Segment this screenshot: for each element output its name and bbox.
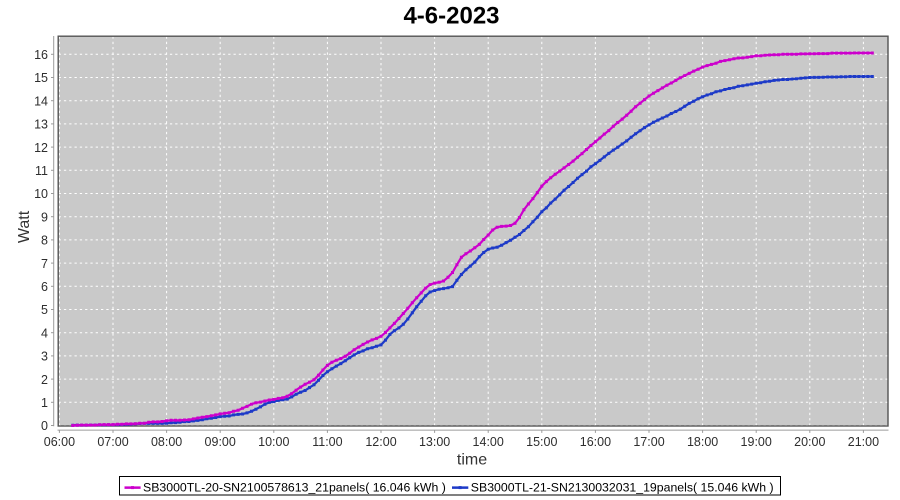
svg-text:13: 13 xyxy=(34,118,48,132)
svg-text:07:00: 07:00 xyxy=(97,435,128,449)
svg-text:5: 5 xyxy=(41,303,48,317)
svg-text:12: 12 xyxy=(34,141,48,155)
svg-text:13:00: 13:00 xyxy=(419,435,450,449)
svg-text:09:00: 09:00 xyxy=(205,435,236,449)
svg-text:16:00: 16:00 xyxy=(580,435,611,449)
svg-text:9: 9 xyxy=(41,210,48,224)
svg-text:4-6-2023: 4-6-2023 xyxy=(403,2,499,29)
svg-text:08:00: 08:00 xyxy=(151,435,182,449)
svg-text:17:00: 17:00 xyxy=(633,435,664,449)
svg-text:15:00: 15:00 xyxy=(526,435,557,449)
svg-text:6: 6 xyxy=(41,280,48,294)
svg-text:SB3000TL-21-SN2130032031_19pan: SB3000TL-21-SN2130032031_19panels( 15.04… xyxy=(471,481,774,495)
svg-text:SB3000TL-20-SN2100578613_21pan: SB3000TL-20-SN2100578613_21panels( 16.04… xyxy=(143,481,446,495)
svg-text:16: 16 xyxy=(34,48,48,62)
svg-text:8: 8 xyxy=(41,234,48,248)
svg-text:11: 11 xyxy=(35,164,48,178)
svg-text:19:00: 19:00 xyxy=(741,435,772,449)
svg-text:0: 0 xyxy=(41,419,48,433)
svg-text:10:00: 10:00 xyxy=(258,435,289,449)
svg-text:14:00: 14:00 xyxy=(473,435,504,449)
svg-text:1: 1 xyxy=(41,396,48,410)
svg-text:12:00: 12:00 xyxy=(365,435,396,449)
svg-text:20:00: 20:00 xyxy=(794,435,825,449)
svg-text:15: 15 xyxy=(34,71,48,85)
svg-text:06:00: 06:00 xyxy=(44,435,75,449)
svg-text:time: time xyxy=(457,451,487,468)
svg-text:3: 3 xyxy=(41,350,48,364)
svg-text:14: 14 xyxy=(34,94,48,108)
svg-text:Watt: Watt xyxy=(16,210,33,243)
svg-text:2: 2 xyxy=(41,373,48,387)
svg-text:18:00: 18:00 xyxy=(687,435,718,449)
svg-text:11:00: 11:00 xyxy=(312,435,342,449)
svg-text:4: 4 xyxy=(41,326,48,340)
svg-text:21:00: 21:00 xyxy=(848,435,879,449)
svg-text:7: 7 xyxy=(41,257,48,271)
svg-text:10: 10 xyxy=(34,187,48,201)
